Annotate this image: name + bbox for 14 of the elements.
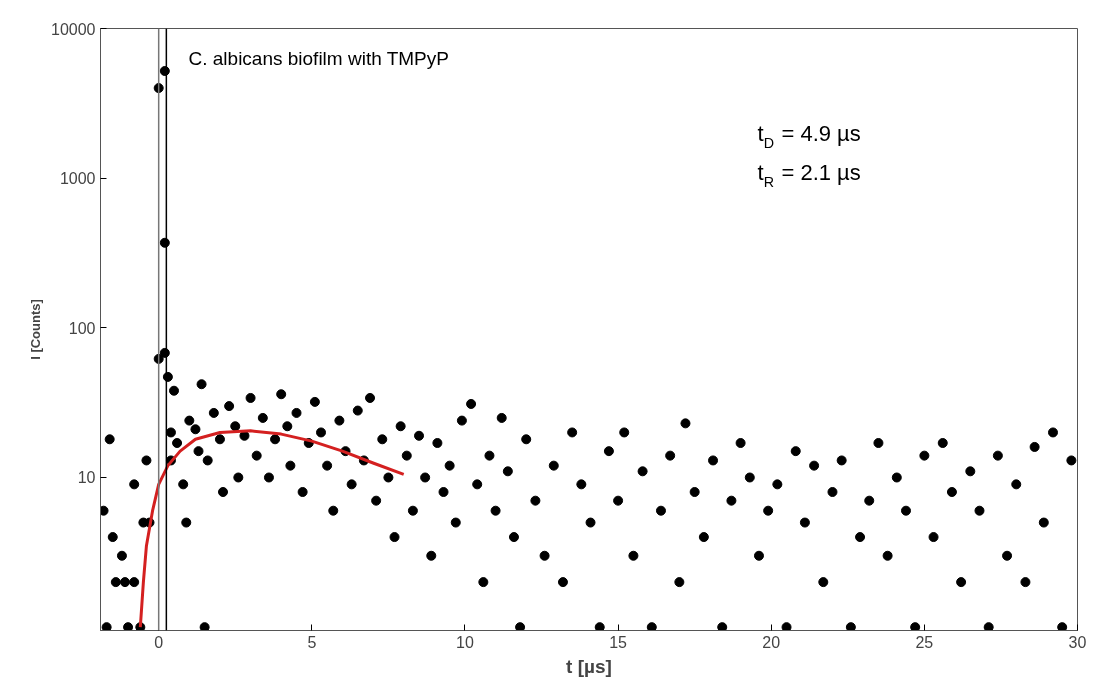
x-tick-label: 15 [609, 633, 628, 651]
x-tick-label: 0 [154, 633, 164, 651]
x-tick-label: 5 [307, 633, 317, 651]
y-axis-title: I [Counts] [28, 299, 44, 360]
y-tick-label: 100 [68, 319, 96, 337]
y-tick-label: 10 [77, 469, 96, 487]
y-tick-label: 1000 [59, 170, 96, 188]
annotation: C. albicans biofilm with TMPyP [188, 47, 449, 69]
x-tick-label: 20 [762, 633, 781, 651]
x-tick-label: 25 [915, 633, 934, 651]
x-axis-title: t [µs] [566, 655, 612, 677]
x-tick-label: 10 [456, 633, 474, 651]
x-tick-label: 30 [1068, 633, 1087, 651]
y-tick-label: 10000 [51, 20, 96, 38]
